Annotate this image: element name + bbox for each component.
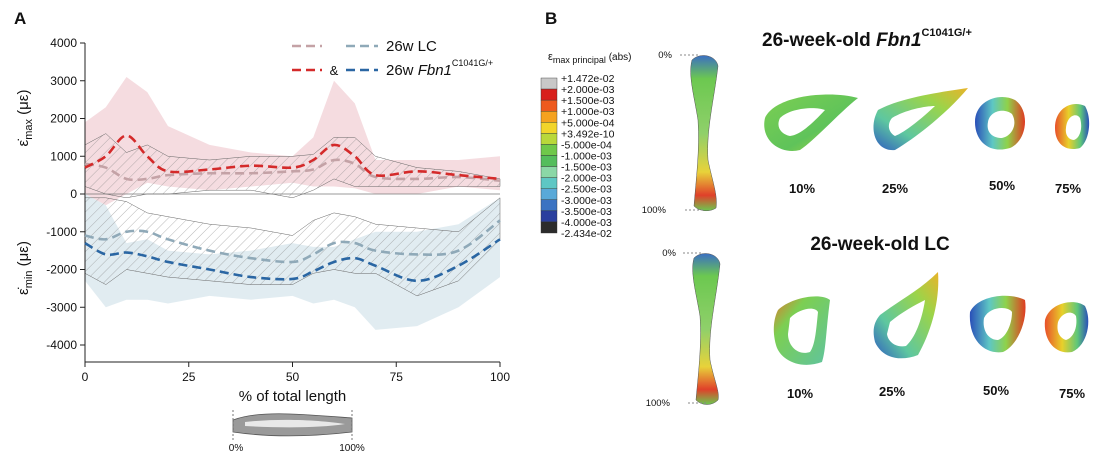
colorbar-band <box>540 144 558 156</box>
section-label: 25% <box>882 181 908 196</box>
bone-label: 0% <box>658 50 672 61</box>
colorbar-band <box>540 210 558 223</box>
colorbar-band <box>540 122 558 134</box>
bone-models <box>680 54 721 405</box>
series-line <box>84 238 501 283</box>
y-tick-label: -1000 <box>46 225 77 239</box>
series-line <box>84 158 501 183</box>
y-axis-label: ε̇max (με) <box>15 90 35 147</box>
panel-label: B <box>545 9 557 28</box>
colorbar-label: -3.000e-03 <box>561 195 612 207</box>
colorbar-title-part: max principal <box>553 55 606 65</box>
bone-label: 100% <box>642 205 667 216</box>
colorbar-title-part: (abs) <box>606 52 632 63</box>
y-axis-label: ε̇min (με) <box>15 241 35 295</box>
colorbar-band <box>540 199 558 212</box>
inset-bone <box>232 410 353 440</box>
inset-label: 0% <box>229 443 244 453</box>
legend-label: 26w Fbn1C1041G/+ <box>386 58 493 79</box>
y-tick-label: 3000 <box>50 74 77 88</box>
y-tick-label: -2000 <box>46 263 77 277</box>
legend-label-part: C1041G/+ <box>452 58 493 68</box>
legend-label: 26w LC <box>386 38 437 55</box>
y-axis-label-part: ε̇ <box>15 287 32 295</box>
band <box>84 197 501 297</box>
section-label: 25% <box>879 384 905 399</box>
colorbar-label: -2.434e-02 <box>561 228 612 240</box>
colorbar-label: +1.000e-03 <box>561 106 615 118</box>
colorbar-label: -1.000e-03 <box>561 151 612 163</box>
section-label: 75% <box>1059 386 1085 401</box>
bone-label: 0% <box>662 248 676 259</box>
colorbar-label: -2.000e-03 <box>561 173 612 185</box>
y-tick-label: -4000 <box>46 338 77 352</box>
y-tick-label: 4000 <box>50 36 77 50</box>
colorbar-label: +1.500e-03 <box>561 95 615 107</box>
y-tick-label: -3000 <box>46 300 77 314</box>
section-label: 75% <box>1055 181 1081 196</box>
colorbar-title: εmax principal (abs) <box>548 51 632 65</box>
inset-label: 100% <box>339 443 365 453</box>
y-axis-label-part: min <box>23 271 35 289</box>
colorbar-label: -1.500e-03 <box>561 162 612 174</box>
colorbar-label: +1.472e-02 <box>561 73 615 85</box>
section-label: 50% <box>983 383 1009 398</box>
colorbar-band <box>540 133 558 145</box>
series-line <box>84 134 501 181</box>
colorbar-label: +3.492e-10 <box>561 128 615 140</box>
section-title: 26-week-old Fbn1C1041G/+ <box>762 27 972 51</box>
colorbar-band <box>540 188 558 200</box>
colorbar-band <box>540 88 558 101</box>
y-tick-label: 1000 <box>50 149 77 163</box>
colorbar-label: +5.000e-04 <box>561 117 615 129</box>
x-tick-label: 50 <box>286 370 300 384</box>
panel-label: A <box>14 9 26 28</box>
section-title-part: C1041G/+ <box>921 27 971 39</box>
section-label: 10% <box>789 181 815 196</box>
colorbar-label: -3.500e-03 <box>561 206 612 218</box>
x-tick-label: 25 <box>182 370 196 384</box>
legend-joiner: & <box>330 63 339 78</box>
colorbar-label: +2.000e-03 <box>561 84 615 96</box>
legend-label-part: Fbn1 <box>418 62 452 79</box>
colorbar-band <box>540 221 558 234</box>
colorbar-band <box>540 177 558 189</box>
x-tick-label: 75 <box>390 370 404 384</box>
colorbar-band <box>540 99 558 112</box>
colorbar-title-part: ε <box>548 51 553 63</box>
x-tick-label: 100 <box>490 370 510 384</box>
colorbar-label: -4.000e-03 <box>561 217 612 229</box>
legend-label-part: 26w LC <box>386 38 437 55</box>
section-title-part: Fbn1 <box>876 30 921 51</box>
colorbar-label: -2.500e-03 <box>561 184 612 196</box>
section-title: 26-week-old LC <box>810 234 950 255</box>
y-axis-label-part: (με) <box>15 241 32 271</box>
y-tick-label: 0 <box>70 187 77 201</box>
colorbar-band <box>540 166 558 178</box>
section-label: 10% <box>787 386 813 401</box>
y-axis-label-part: (με) <box>15 90 32 120</box>
colorbar-band <box>540 77 558 90</box>
series-line <box>84 219 501 264</box>
y-axis-label-part: max <box>23 119 35 140</box>
section-title-part: 26-week-old LC <box>810 234 950 255</box>
y-tick-label: 2000 <box>50 112 77 126</box>
colorbar-band <box>540 111 558 123</box>
colorbar-label: -5.000e-04 <box>561 139 612 151</box>
section-label: 50% <box>989 178 1015 193</box>
y-axis-label-part: ε̇ <box>15 139 32 147</box>
cross-sections <box>764 88 1090 365</box>
x-axis-label: % of total length <box>239 388 347 405</box>
colorbar-band <box>540 155 558 167</box>
section-title-part: 26-week-old <box>762 30 876 51</box>
bone-label: 100% <box>646 398 671 409</box>
legend-label-part: 26w <box>386 62 418 79</box>
x-tick-label: 0 <box>82 370 89 384</box>
